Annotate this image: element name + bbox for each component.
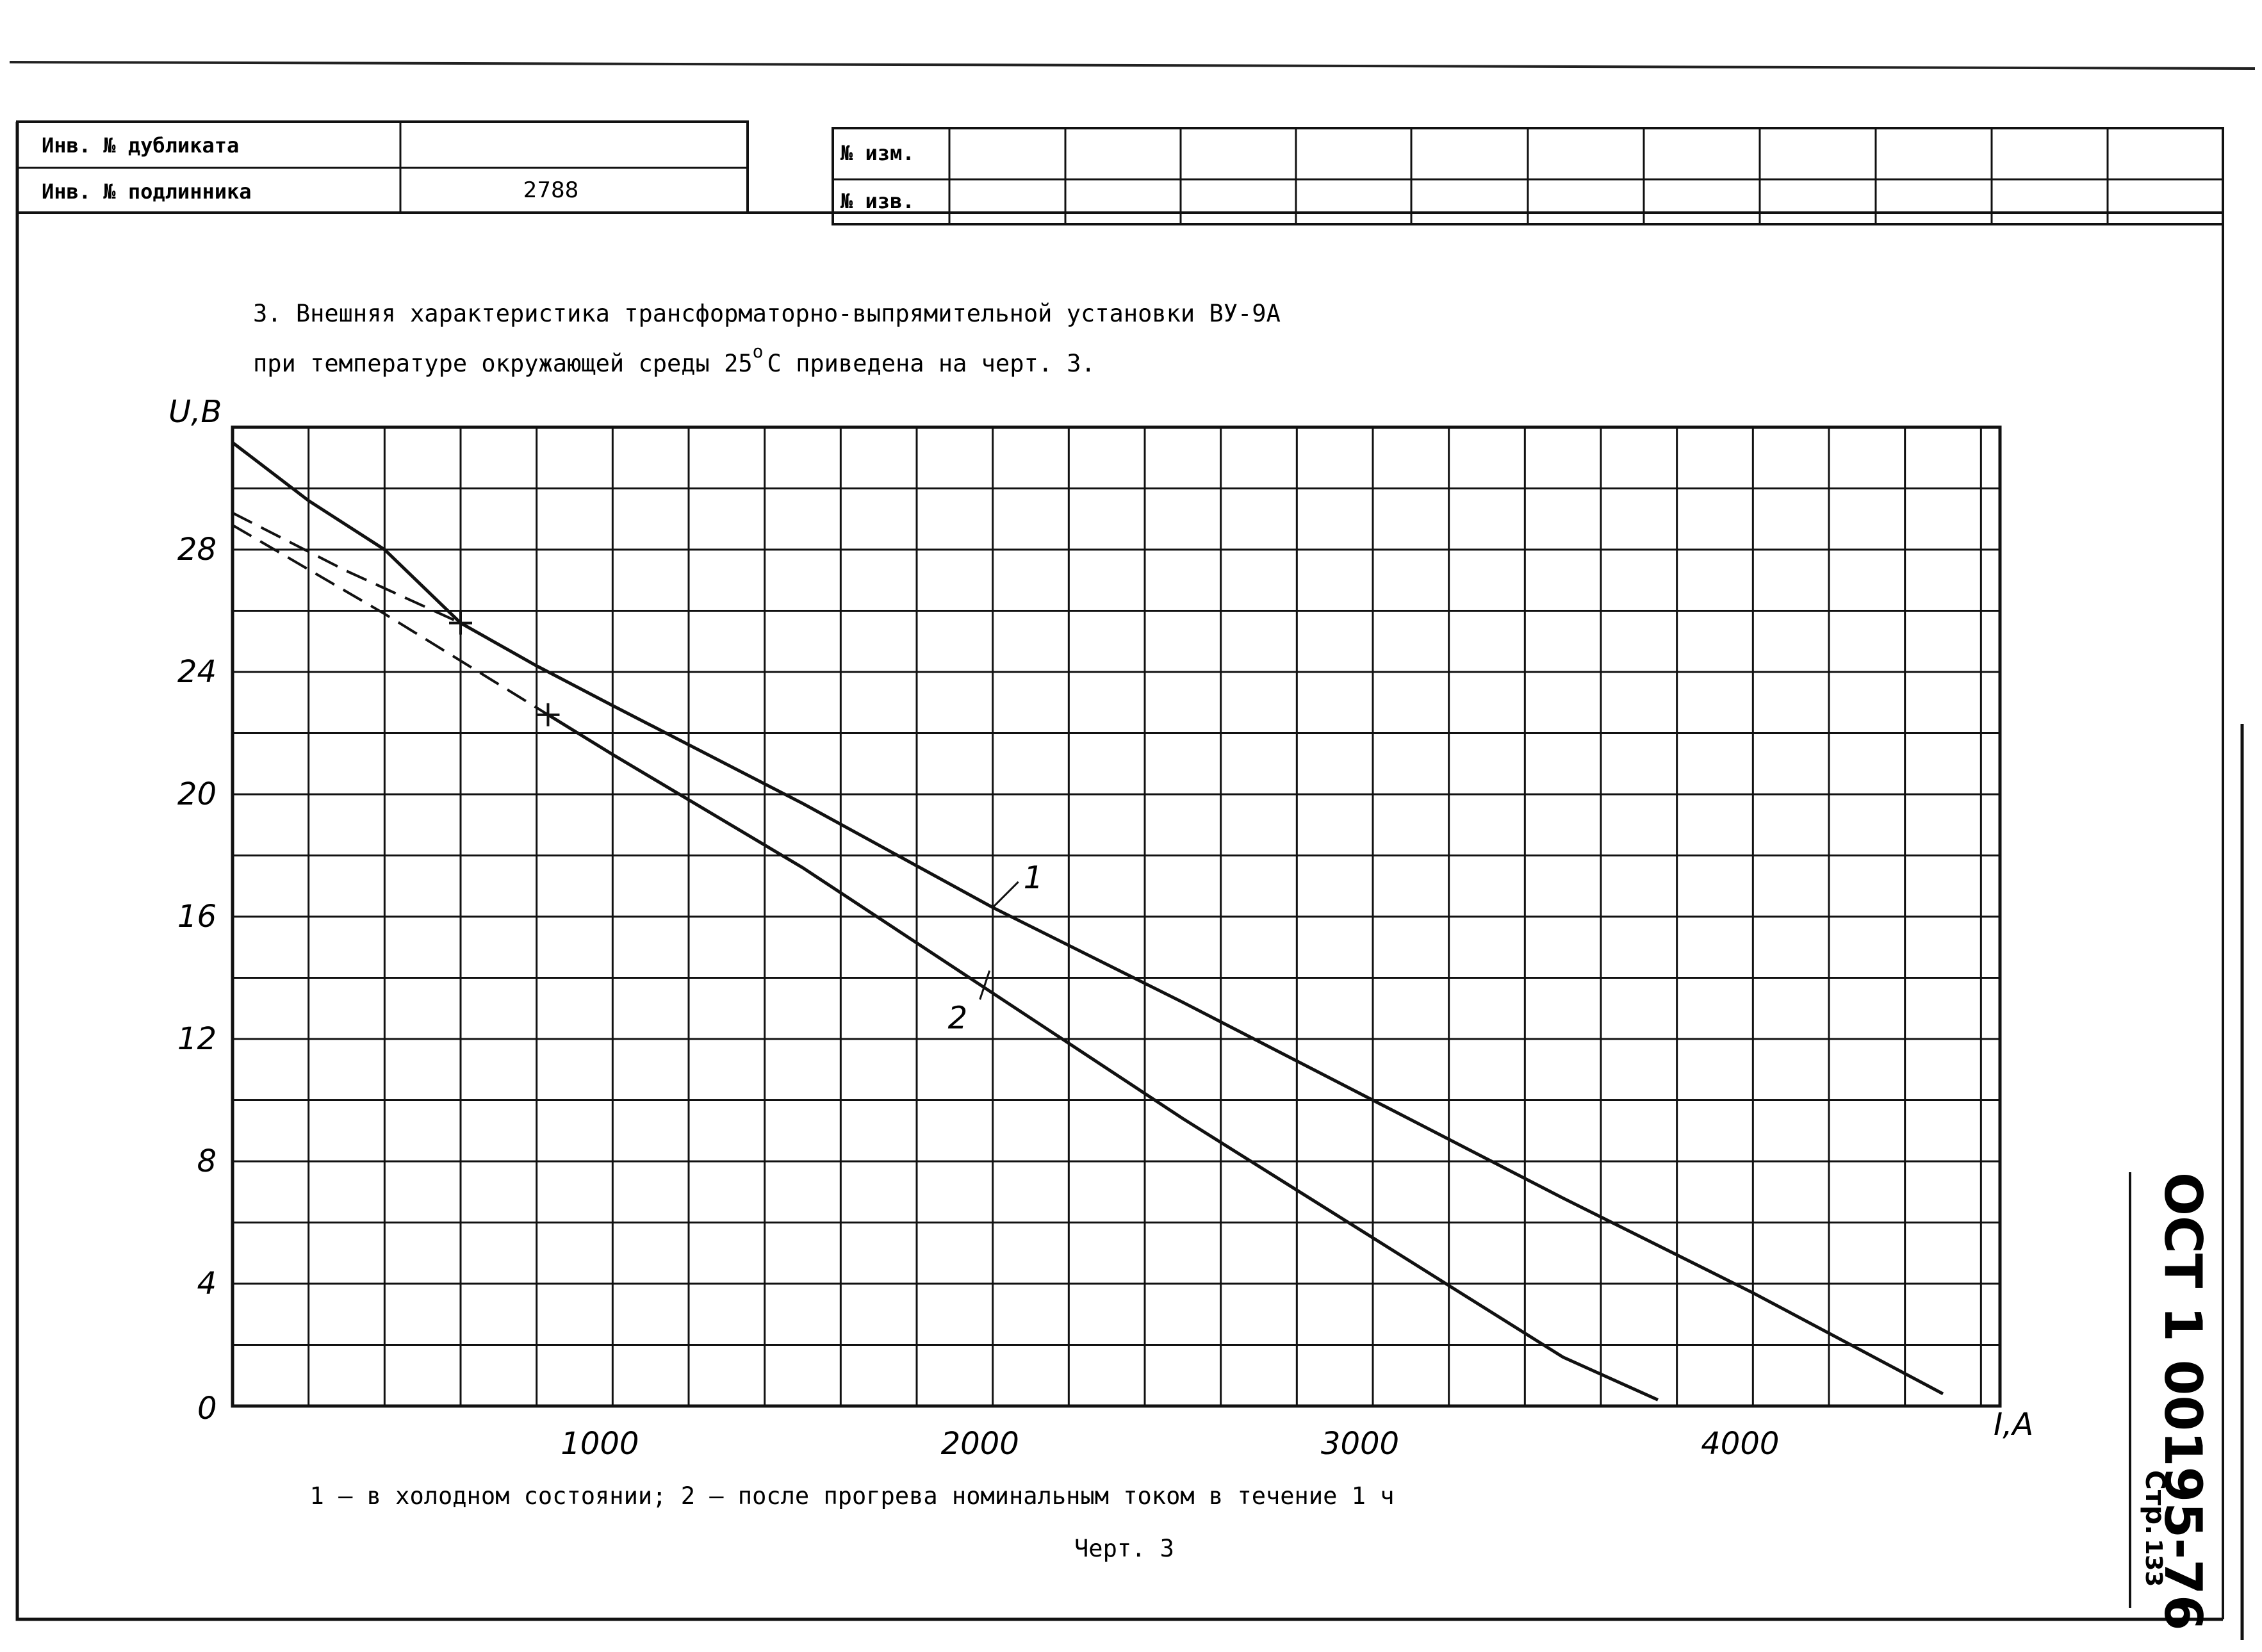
series-line-extrapolation-1 bbox=[232, 511, 461, 625]
stamp-page: Стр. 133 bbox=[2140, 1470, 2171, 1587]
y-tick-label: 8 bbox=[197, 1143, 217, 1179]
inv-original-label: Инв. № подлинника bbox=[42, 179, 252, 204]
figure-caption: Черт. 3 bbox=[1074, 1535, 1174, 1562]
marker-layer bbox=[449, 611, 560, 726]
x-tick-label: 1000 bbox=[561, 1426, 639, 1462]
document-stamp: ОСТ 1 00195-76 bbox=[2153, 1172, 2213, 1631]
inventory-table: Инв. № дубликата Инв. № подлинника 2788 bbox=[16, 120, 749, 214]
series-line-curve-2 bbox=[547, 713, 1659, 1402]
y-tick-label: 12 bbox=[177, 1021, 217, 1057]
y-tick-label: 20 bbox=[177, 776, 217, 812]
paragraph-line-2: при температуре окружающей среды 25о С пр… bbox=[253, 341, 1095, 377]
annotation-label: 2 bbox=[948, 1000, 968, 1036]
y-axis-label: U,B bbox=[168, 394, 222, 430]
grid-horizontal bbox=[233, 487, 2000, 1346]
annotation-leader bbox=[992, 881, 1019, 908]
stamp-page-label: Стр. 133 bbox=[2140, 1470, 2171, 1587]
x-tick-labels: 1000 2000 3000 4000 bbox=[561, 1426, 1779, 1462]
annotation-label: 1 bbox=[1024, 860, 1044, 896]
page-frame bbox=[15, 122, 2223, 1621]
notice-no-label: № изв. bbox=[840, 189, 915, 213]
y-tick-label: 24 bbox=[177, 654, 217, 690]
annotation-leader bbox=[979, 970, 991, 1000]
stamp-page-prefix: Стр. bbox=[2140, 1470, 2171, 1535]
x-tick-label: 4000 bbox=[1701, 1426, 1779, 1462]
series-layer bbox=[231, 441, 1944, 1402]
changes-table: № изм. № изв. bbox=[832, 127, 2224, 225]
change-no-label: № изм. bbox=[840, 141, 915, 165]
inv-original-value: 2788 bbox=[523, 177, 579, 203]
y-tick-label: 28 bbox=[177, 532, 217, 568]
series-line-curve-1 bbox=[231, 441, 1944, 1396]
paragraph-line-2-sup: о bbox=[753, 341, 764, 362]
legend-note: 1 – в холодном состоянии; 2 – после прог… bbox=[310, 1482, 1395, 1510]
x-axis-label: I,A bbox=[1994, 1407, 2033, 1443]
inv-duplicate-label: Инв. № дубликата bbox=[42, 133, 239, 158]
y-tick-labels: 4 8 12 16 20 24 28 bbox=[177, 532, 217, 1302]
stamp-page-number: 133 bbox=[2140, 1539, 2167, 1587]
series-line-extrapolation-3 bbox=[231, 524, 549, 716]
x-tick-label: 2000 bbox=[941, 1426, 1019, 1462]
paragraph-line-1: 3. Внешняя характеристика трансформаторн… bbox=[253, 300, 1281, 327]
paragraph-line-2-pre: при температуре окружающей среды 25 bbox=[253, 350, 753, 377]
plot-frame bbox=[231, 425, 2002, 1408]
stamp-code: ОСТ 1 00195-76 bbox=[2153, 1172, 2213, 1631]
y-tick-label: 16 bbox=[177, 899, 217, 935]
y-tick-label: 4 bbox=[197, 1266, 217, 1302]
top-border bbox=[9, 61, 2256, 70]
paragraph-line-2-post: С приведена на черт. 3. bbox=[767, 350, 1095, 377]
origin-label: 0 bbox=[197, 1391, 217, 1427]
curve-annotations: 12 bbox=[948, 860, 1044, 1036]
x-tick-label: 3000 bbox=[1321, 1426, 1399, 1462]
